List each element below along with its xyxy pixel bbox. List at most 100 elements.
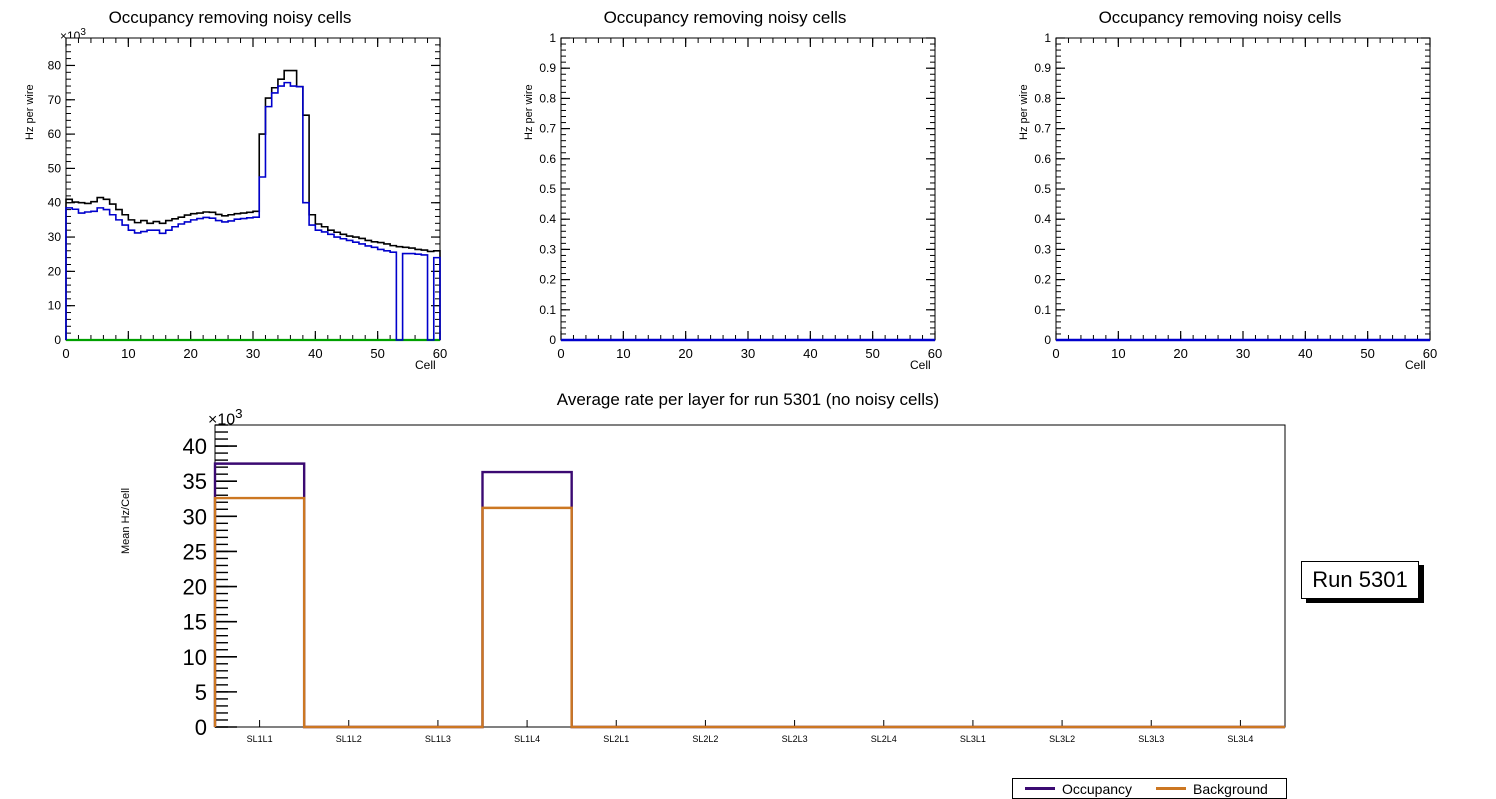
svg-text:SL2L3: SL2L3 bbox=[782, 734, 808, 744]
legend-label-background: Background bbox=[1193, 780, 1268, 797]
bottom-panel-plot: 0 5 10 15 20 25 30 35 40 SL1L1 SL1L2 SL1L3 SL1L4 SL2L… bbox=[183, 424, 1286, 744]
svg-text:25: 25 bbox=[183, 539, 207, 564]
svg-text:SL1L1: SL1L1 bbox=[247, 734, 273, 744]
svg-text:0.6: 0.6 bbox=[539, 152, 556, 166]
svg-text:0.2: 0.2 bbox=[1034, 273, 1051, 287]
svg-text:40: 40 bbox=[1298, 346, 1312, 361]
svg-text:5: 5 bbox=[195, 680, 207, 705]
legend-item-background: Background bbox=[1156, 781, 1268, 797]
svg-text:0.2: 0.2 bbox=[539, 273, 556, 287]
legend-swatch-occupancy bbox=[1025, 787, 1055, 790]
svg-text:60: 60 bbox=[433, 346, 447, 361]
svg-text:0.3: 0.3 bbox=[539, 242, 556, 256]
multiplier-exponent: 3 bbox=[235, 406, 243, 421]
top-panel-1: Occupancy removing noisy cells Hz per wi… bbox=[0, 0, 470, 380]
panel-1-plot: 0 10 20 30 40 50 60 70 80 0 10 20 30 40 50 60 bbox=[48, 37, 447, 361]
svg-text:30: 30 bbox=[1236, 346, 1250, 361]
svg-text:30: 30 bbox=[246, 346, 260, 361]
svg-text:0.3: 0.3 bbox=[1034, 242, 1051, 256]
legend-item-occupancy: Occupancy bbox=[1025, 781, 1132, 797]
svg-text:20: 20 bbox=[678, 346, 692, 361]
run-badge-label: Run 5301 bbox=[1312, 567, 1408, 592]
panel-3-plot: 00.10.20.30.40.50.60.70.80.910 10 20 30 40 50… bbox=[1034, 31, 1437, 361]
svg-text:1: 1 bbox=[1044, 31, 1051, 45]
svg-text:0: 0 bbox=[195, 715, 207, 740]
svg-text:20: 20 bbox=[183, 575, 207, 600]
svg-text:SL1L4: SL1L4 bbox=[514, 734, 540, 744]
svg-text:SL3L2: SL3L2 bbox=[1049, 734, 1075, 744]
svg-text:0.9: 0.9 bbox=[539, 61, 556, 75]
svg-text:0.8: 0.8 bbox=[539, 91, 556, 105]
run-badge: Run 5301 bbox=[1301, 561, 1419, 599]
svg-text:0: 0 bbox=[1052, 346, 1059, 361]
top-panel-3: Occupancy removing noisy cells Hz per wi… bbox=[990, 0, 1460, 380]
panel-2-title: Occupancy removing noisy cells bbox=[603, 8, 847, 27]
svg-text:40: 40 bbox=[183, 434, 207, 459]
svg-text:50: 50 bbox=[48, 161, 62, 175]
svg-text:40: 40 bbox=[48, 196, 62, 210]
svg-text:10: 10 bbox=[616, 346, 630, 361]
svg-text:SL2L2: SL2L2 bbox=[692, 734, 718, 744]
multiplier-text: ×10 bbox=[208, 411, 236, 429]
svg-text:50: 50 bbox=[370, 346, 384, 361]
svg-text:0.7: 0.7 bbox=[539, 122, 556, 136]
svg-text:50: 50 bbox=[865, 346, 879, 361]
svg-text:60: 60 bbox=[1423, 346, 1437, 361]
svg-text:0: 0 bbox=[1044, 333, 1051, 347]
svg-text:10: 10 bbox=[48, 299, 62, 313]
svg-text:0: 0 bbox=[557, 346, 564, 361]
multiplier-exponent: 3 bbox=[80, 27, 86, 38]
svg-text:0.1: 0.1 bbox=[1034, 303, 1051, 317]
legend-label-occupancy: Occupancy bbox=[1062, 780, 1133, 797]
svg-text:40: 40 bbox=[803, 346, 817, 361]
svg-text:30: 30 bbox=[48, 230, 62, 244]
svg-text:0.1: 0.1 bbox=[539, 303, 556, 317]
svg-text:10: 10 bbox=[1111, 346, 1125, 361]
svg-text:0.5: 0.5 bbox=[1034, 182, 1051, 196]
bottom-panel-title: Average rate per layer for run 5301 (no … bbox=[556, 390, 940, 409]
svg-text:0.7: 0.7 bbox=[1034, 122, 1051, 136]
svg-text:SL2L4: SL2L4 bbox=[871, 734, 897, 744]
svg-text:0: 0 bbox=[54, 333, 61, 347]
svg-text:30: 30 bbox=[741, 346, 755, 361]
panel-1-title: Occupancy removing noisy cells bbox=[108, 8, 352, 27]
svg-text:SL3L4: SL3L4 bbox=[1227, 734, 1253, 744]
top-panel-2: Occupancy removing noisy cells Hz per wi… bbox=[495, 0, 965, 380]
legend: Occupancy Background bbox=[1012, 778, 1287, 799]
svg-text:30: 30 bbox=[183, 504, 207, 529]
svg-text:0.8: 0.8 bbox=[1034, 91, 1051, 105]
svg-text:40: 40 bbox=[308, 346, 322, 361]
bottom-panel: Average rate per layer for run 5301 (no … bbox=[0, 382, 1496, 799]
svg-text:80: 80 bbox=[48, 58, 62, 72]
panel-3-title: Occupancy removing noisy cells bbox=[1098, 8, 1342, 27]
panel-2-plot: 00.10.20.30.40.50.60.70.80.910 10 20 30 40 50… bbox=[539, 31, 942, 361]
svg-text:SL3L1: SL3L1 bbox=[960, 734, 986, 744]
svg-text:0.9: 0.9 bbox=[1034, 61, 1051, 75]
legend-swatch-background bbox=[1156, 787, 1187, 790]
svg-text:0.5: 0.5 bbox=[539, 182, 556, 196]
svg-text:0.4: 0.4 bbox=[539, 212, 556, 226]
svg-text:20: 20 bbox=[1173, 346, 1187, 361]
svg-text:70: 70 bbox=[48, 93, 62, 107]
svg-text:60: 60 bbox=[928, 346, 942, 361]
svg-text:15: 15 bbox=[183, 610, 207, 635]
svg-text:0.6: 0.6 bbox=[1034, 152, 1051, 166]
svg-text:10: 10 bbox=[183, 645, 207, 670]
svg-text:35: 35 bbox=[183, 469, 207, 494]
panel-1-xlabel: Cell bbox=[415, 358, 436, 372]
panel-3-xlabel: Cell bbox=[1405, 358, 1426, 372]
bottom-panel-axis-multiplier: ×103 bbox=[208, 406, 243, 429]
panel-2-xlabel: Cell bbox=[910, 358, 931, 372]
svg-text:0: 0 bbox=[62, 346, 69, 361]
svg-text:50: 50 bbox=[1360, 346, 1374, 361]
svg-text:10: 10 bbox=[121, 346, 135, 361]
svg-text:0: 0 bbox=[549, 333, 556, 347]
svg-text:SL1L3: SL1L3 bbox=[425, 734, 451, 744]
svg-text:20: 20 bbox=[183, 346, 197, 361]
svg-text:SL3L3: SL3L3 bbox=[1138, 734, 1164, 744]
svg-text:20: 20 bbox=[48, 264, 62, 278]
svg-text:1: 1 bbox=[549, 31, 556, 45]
svg-text:0.4: 0.4 bbox=[1034, 212, 1051, 226]
svg-text:60: 60 bbox=[48, 127, 62, 141]
svg-text:SL1L2: SL1L2 bbox=[336, 734, 362, 744]
